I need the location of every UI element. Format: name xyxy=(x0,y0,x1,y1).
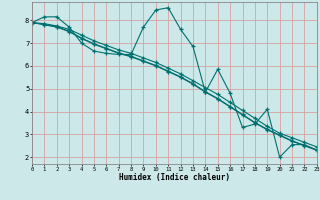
X-axis label: Humidex (Indice chaleur): Humidex (Indice chaleur) xyxy=(119,173,230,182)
